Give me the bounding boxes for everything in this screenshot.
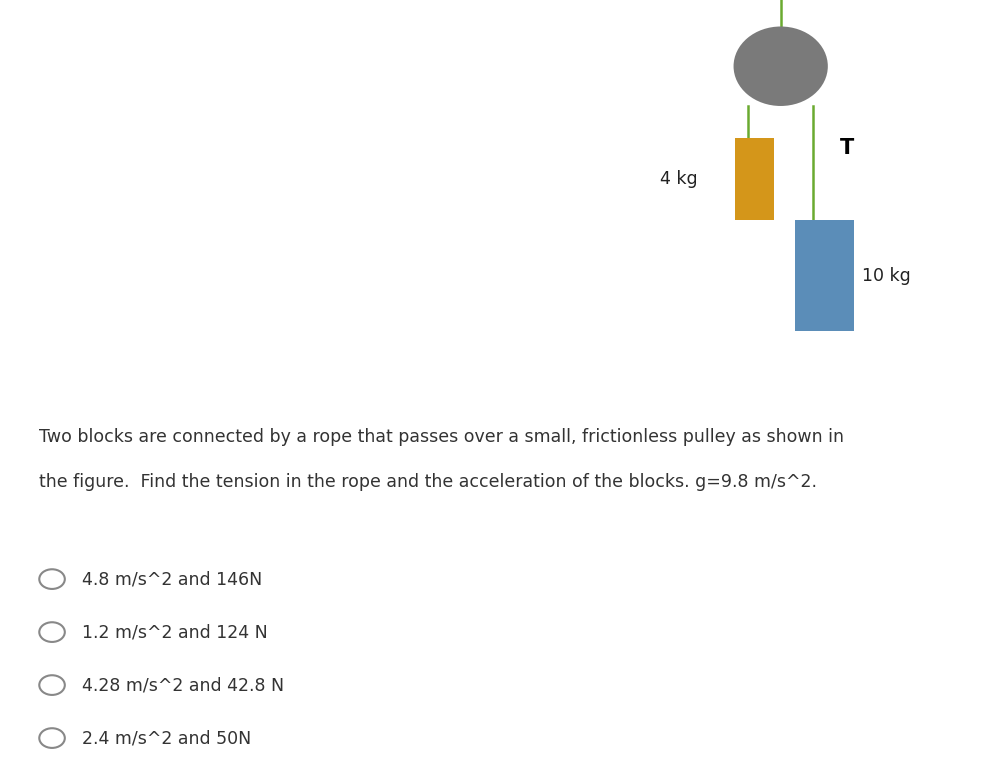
Text: 4.8 m/s^2 and 146N: 4.8 m/s^2 and 146N bbox=[82, 570, 263, 588]
Text: the figure.  Find the tension in the rope and the acceleration of the blocks. g=: the figure. Find the tension in the rope… bbox=[39, 473, 817, 491]
Text: 2.4 m/s^2 and 50N: 2.4 m/s^2 and 50N bbox=[82, 729, 251, 747]
FancyBboxPatch shape bbox=[795, 220, 854, 332]
Text: Two blocks are connected by a rope that passes over a small, frictionless pulley: Two blocks are connected by a rope that … bbox=[39, 428, 845, 446]
Text: 4.28 m/s^2 and 42.8 N: 4.28 m/s^2 and 42.8 N bbox=[82, 676, 285, 694]
Text: T: T bbox=[840, 139, 854, 158]
Ellipse shape bbox=[734, 26, 828, 106]
FancyBboxPatch shape bbox=[735, 138, 774, 220]
Text: 4 kg: 4 kg bbox=[660, 170, 697, 188]
Text: 1.2 m/s^2 and 124 N: 1.2 m/s^2 and 124 N bbox=[82, 623, 268, 641]
Text: 10 kg: 10 kg bbox=[862, 266, 911, 285]
